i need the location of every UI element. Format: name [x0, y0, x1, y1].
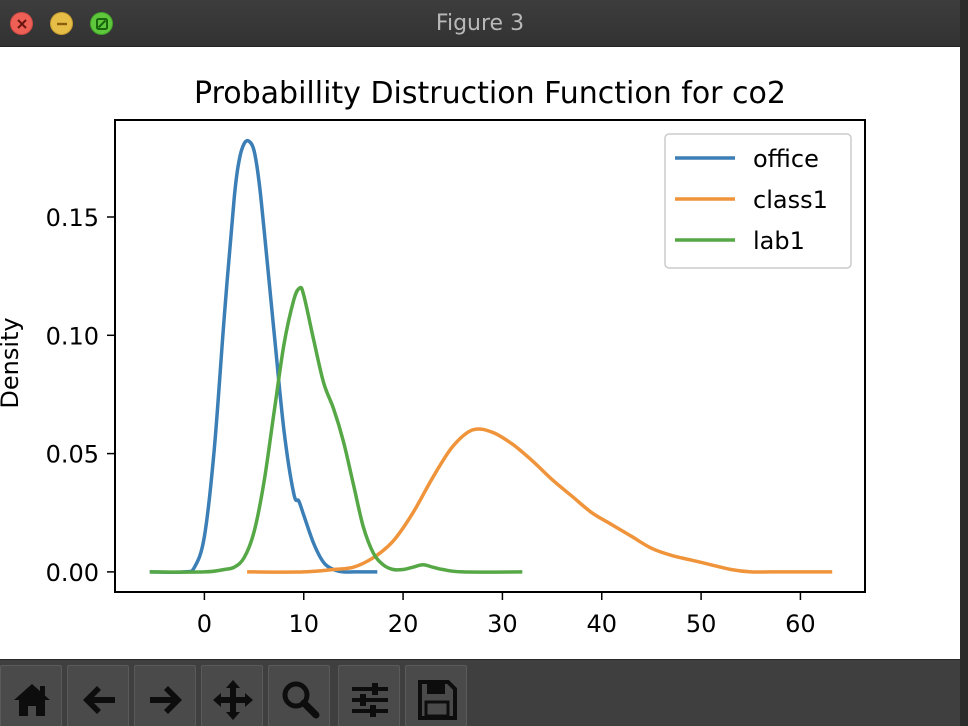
- configure-subplots-button[interactable]: [338, 665, 400, 726]
- series-line-office: [149, 138, 378, 575]
- x-tick-label: 20: [388, 610, 419, 638]
- y-axis-label: Density: [0, 317, 24, 408]
- y-tick-label: 0.05: [46, 441, 99, 469]
- minimize-icon: [57, 22, 67, 26]
- chart-title: Probabillity Distruction Function for co…: [194, 76, 786, 111]
- y-tick-label: 0.15: [46, 204, 99, 232]
- legend-label-lab1: lab1: [753, 227, 805, 255]
- save-button[interactable]: [405, 665, 467, 726]
- legend-label-office: office: [753, 145, 819, 173]
- x-tick-label: 30: [487, 610, 518, 638]
- chart-figure: Probabillity Distruction Function for co…: [0, 76, 866, 638]
- zoom-button[interactable]: [268, 665, 330, 726]
- pan-icon: [213, 680, 253, 720]
- maximize-icon: [96, 18, 108, 30]
- home-button[interactable]: [0, 665, 62, 726]
- pan-button[interactable]: [201, 665, 263, 726]
- back-button[interactable]: [67, 665, 129, 726]
- save-icon: [418, 680, 457, 720]
- x-tick-label: 60: [785, 610, 816, 638]
- back-icon: [83, 686, 115, 714]
- background-strip: [960, 0, 968, 726]
- close-icon: [17, 19, 27, 29]
- series-line-lab1: [149, 285, 523, 574]
- minimize-button[interactable]: [50, 12, 73, 35]
- x-tick-label: 50: [686, 610, 717, 638]
- y-tick-label: 0.10: [46, 322, 99, 350]
- series-line-class1: [247, 427, 833, 574]
- y-tick-label: 0.00: [46, 559, 99, 587]
- close-button[interactable]: [10, 12, 33, 35]
- configure-subplots-icon: [352, 683, 388, 717]
- axes-frame: [114, 119, 866, 593]
- x-tick-label: 0: [197, 610, 212, 638]
- x-tick-label: 10: [288, 610, 319, 638]
- legend-label-class1: class1: [753, 186, 828, 214]
- window-title: Figure 3: [435, 11, 525, 36]
- navigation-toolbar: [0, 659, 960, 726]
- home-icon: [14, 684, 50, 716]
- x-tick-label: 40: [586, 610, 617, 638]
- zoom-icon: [282, 681, 320, 719]
- title-bar: Figure 3: [0, 0, 960, 47]
- legend-box: [664, 133, 852, 269]
- maximize-button[interactable]: [90, 12, 113, 35]
- forward-icon: [150, 686, 182, 714]
- forward-button[interactable]: [134, 665, 196, 726]
